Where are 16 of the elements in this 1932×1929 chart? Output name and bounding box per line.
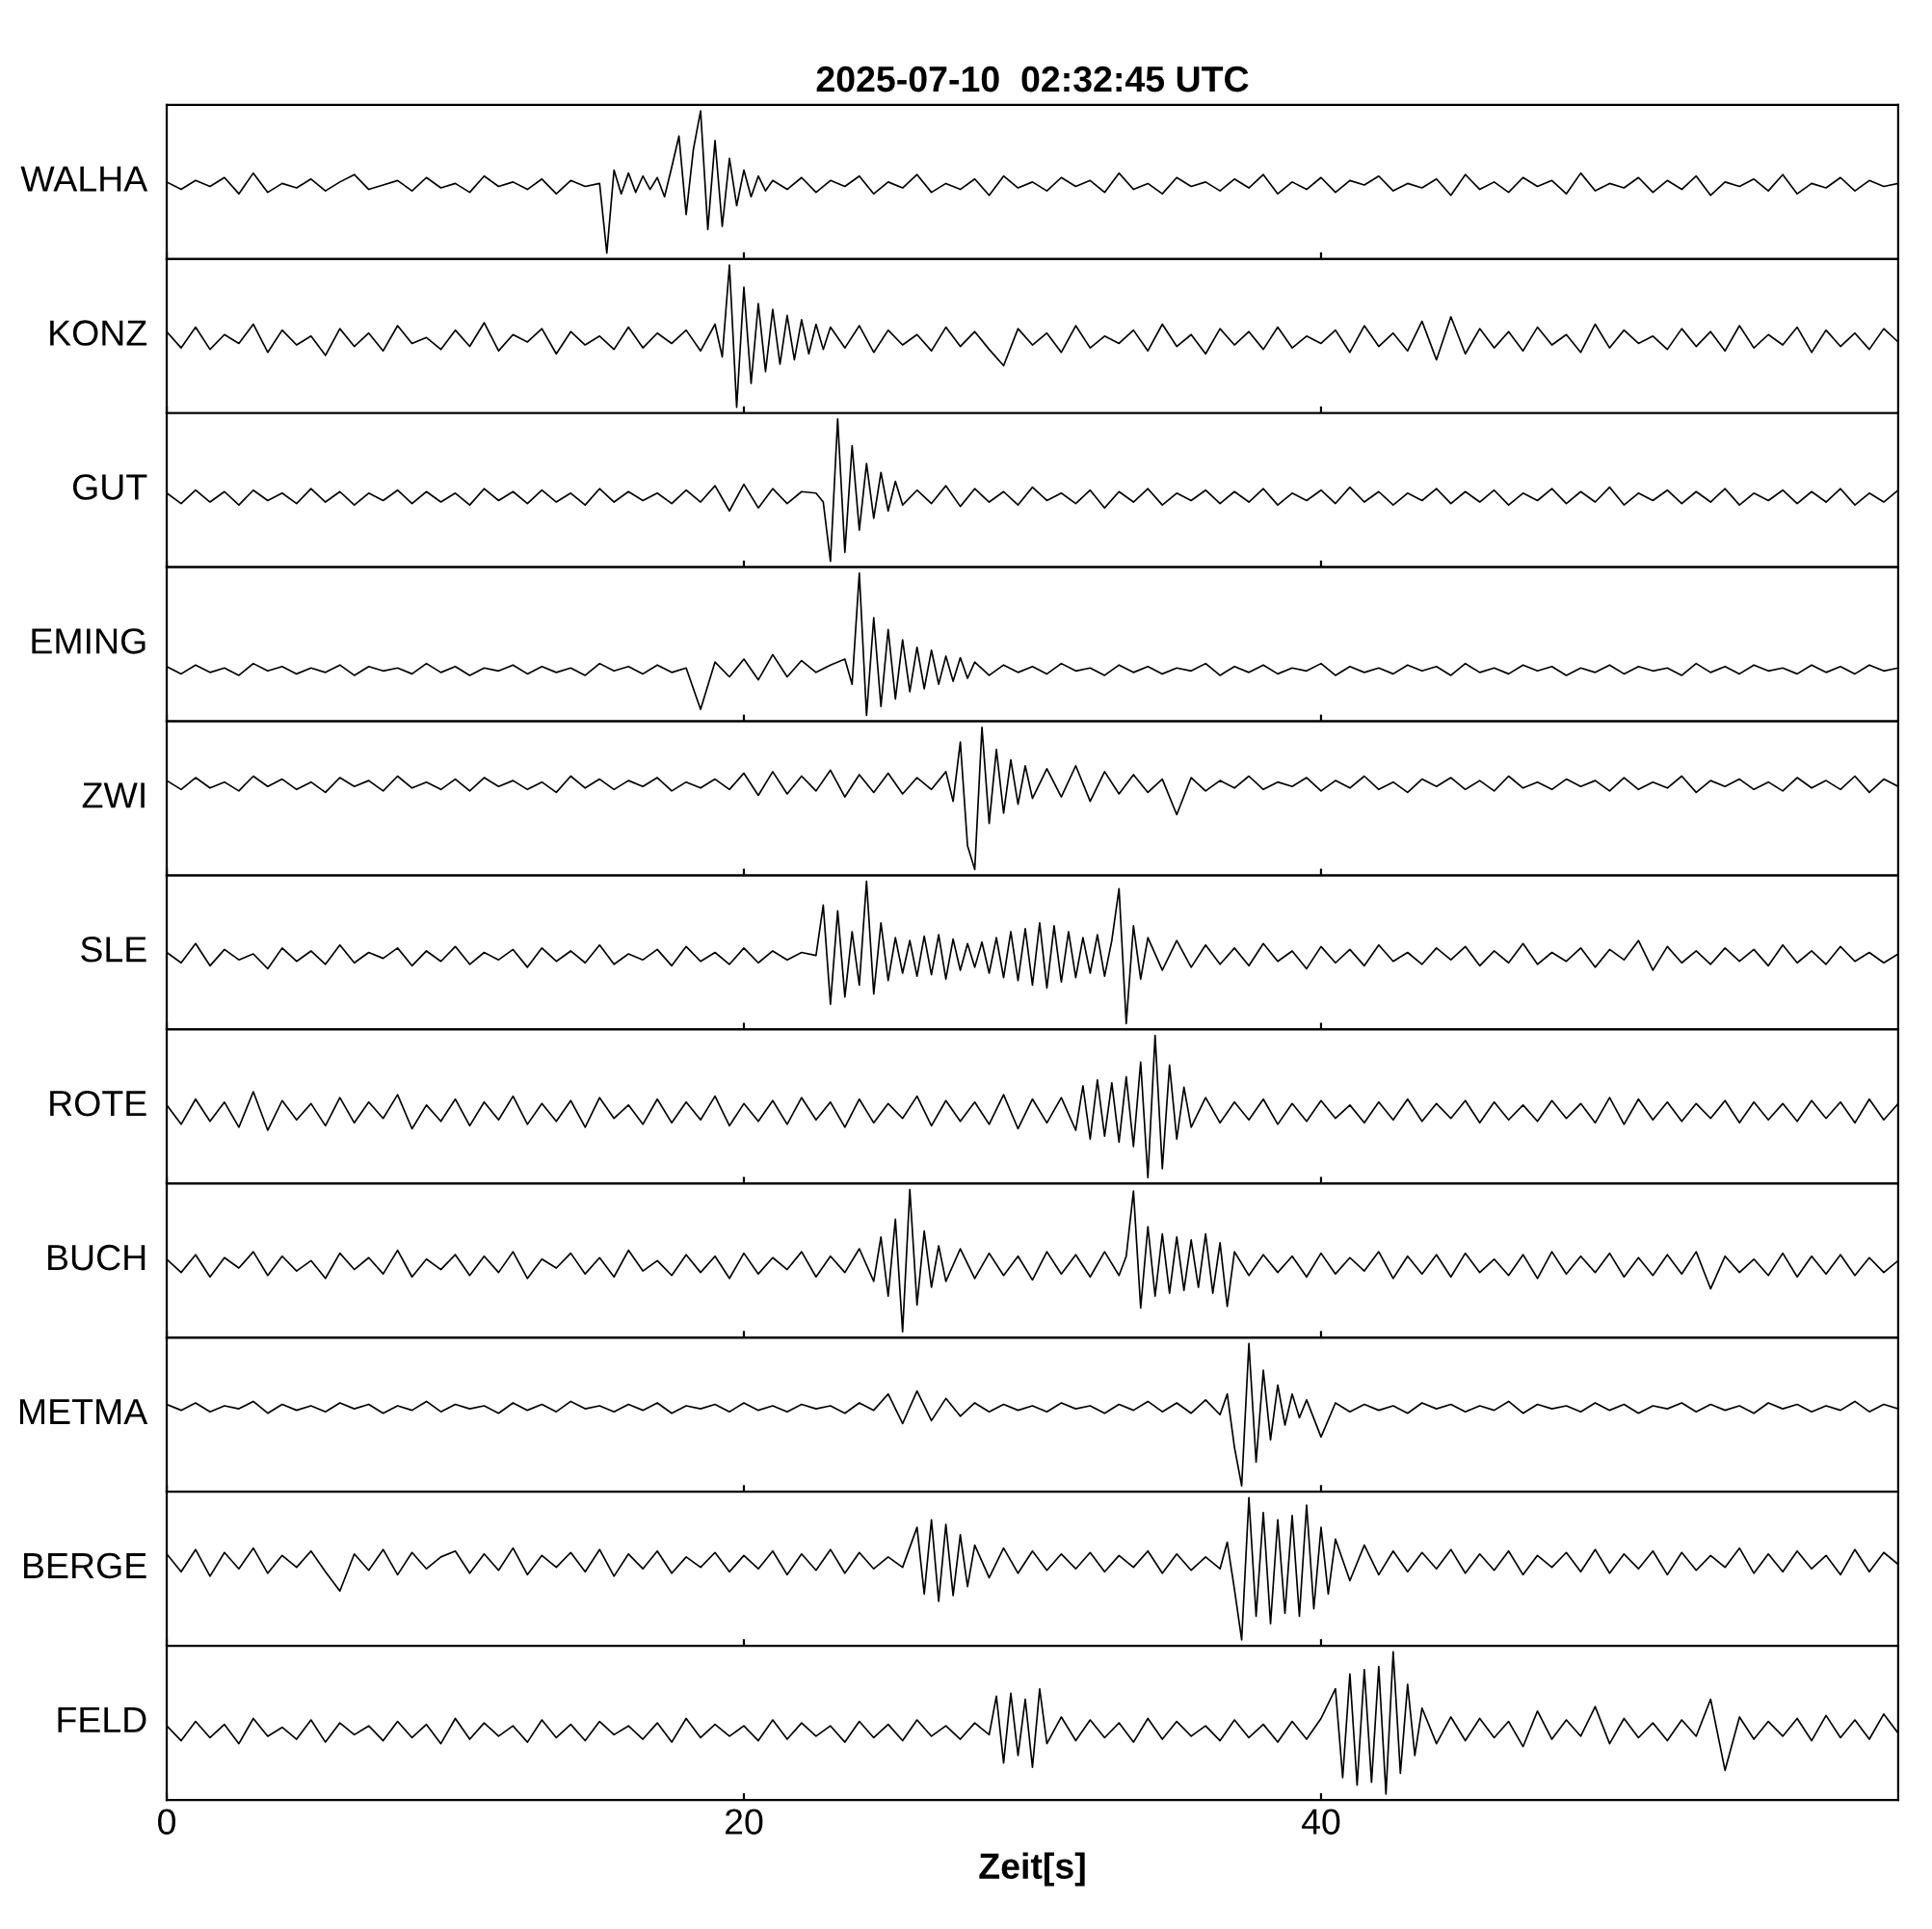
y-axis-title: ZWI [82, 782, 145, 808]
y-axis-title: BERGE [24, 1552, 146, 1579]
x-tick-label: 0 [158, 1809, 175, 1835]
y-axis-title: BUCH [48, 1244, 146, 1271]
y-axis-title: EMING [32, 628, 146, 654]
y-axis-title: FELD [58, 1707, 146, 1732]
y-axis-title: SLE [81, 937, 146, 963]
x-axis-title: Zeit[s] [979, 1852, 1085, 1887]
y-axis-title: KONZ [50, 320, 147, 346]
y-axis-title: GUT [73, 474, 147, 500]
x-tick-label: 40 [1301, 1809, 1340, 1835]
y-axis-title: ROTE [50, 1090, 146, 1117]
y-axis-title: WALHA [20, 166, 148, 192]
chart-title: 2025-07-10 02:32:45 UTC [816, 66, 1249, 92]
x-tick-label: 20 [726, 1809, 763, 1835]
y-axis-title: METMA [19, 1399, 148, 1424]
